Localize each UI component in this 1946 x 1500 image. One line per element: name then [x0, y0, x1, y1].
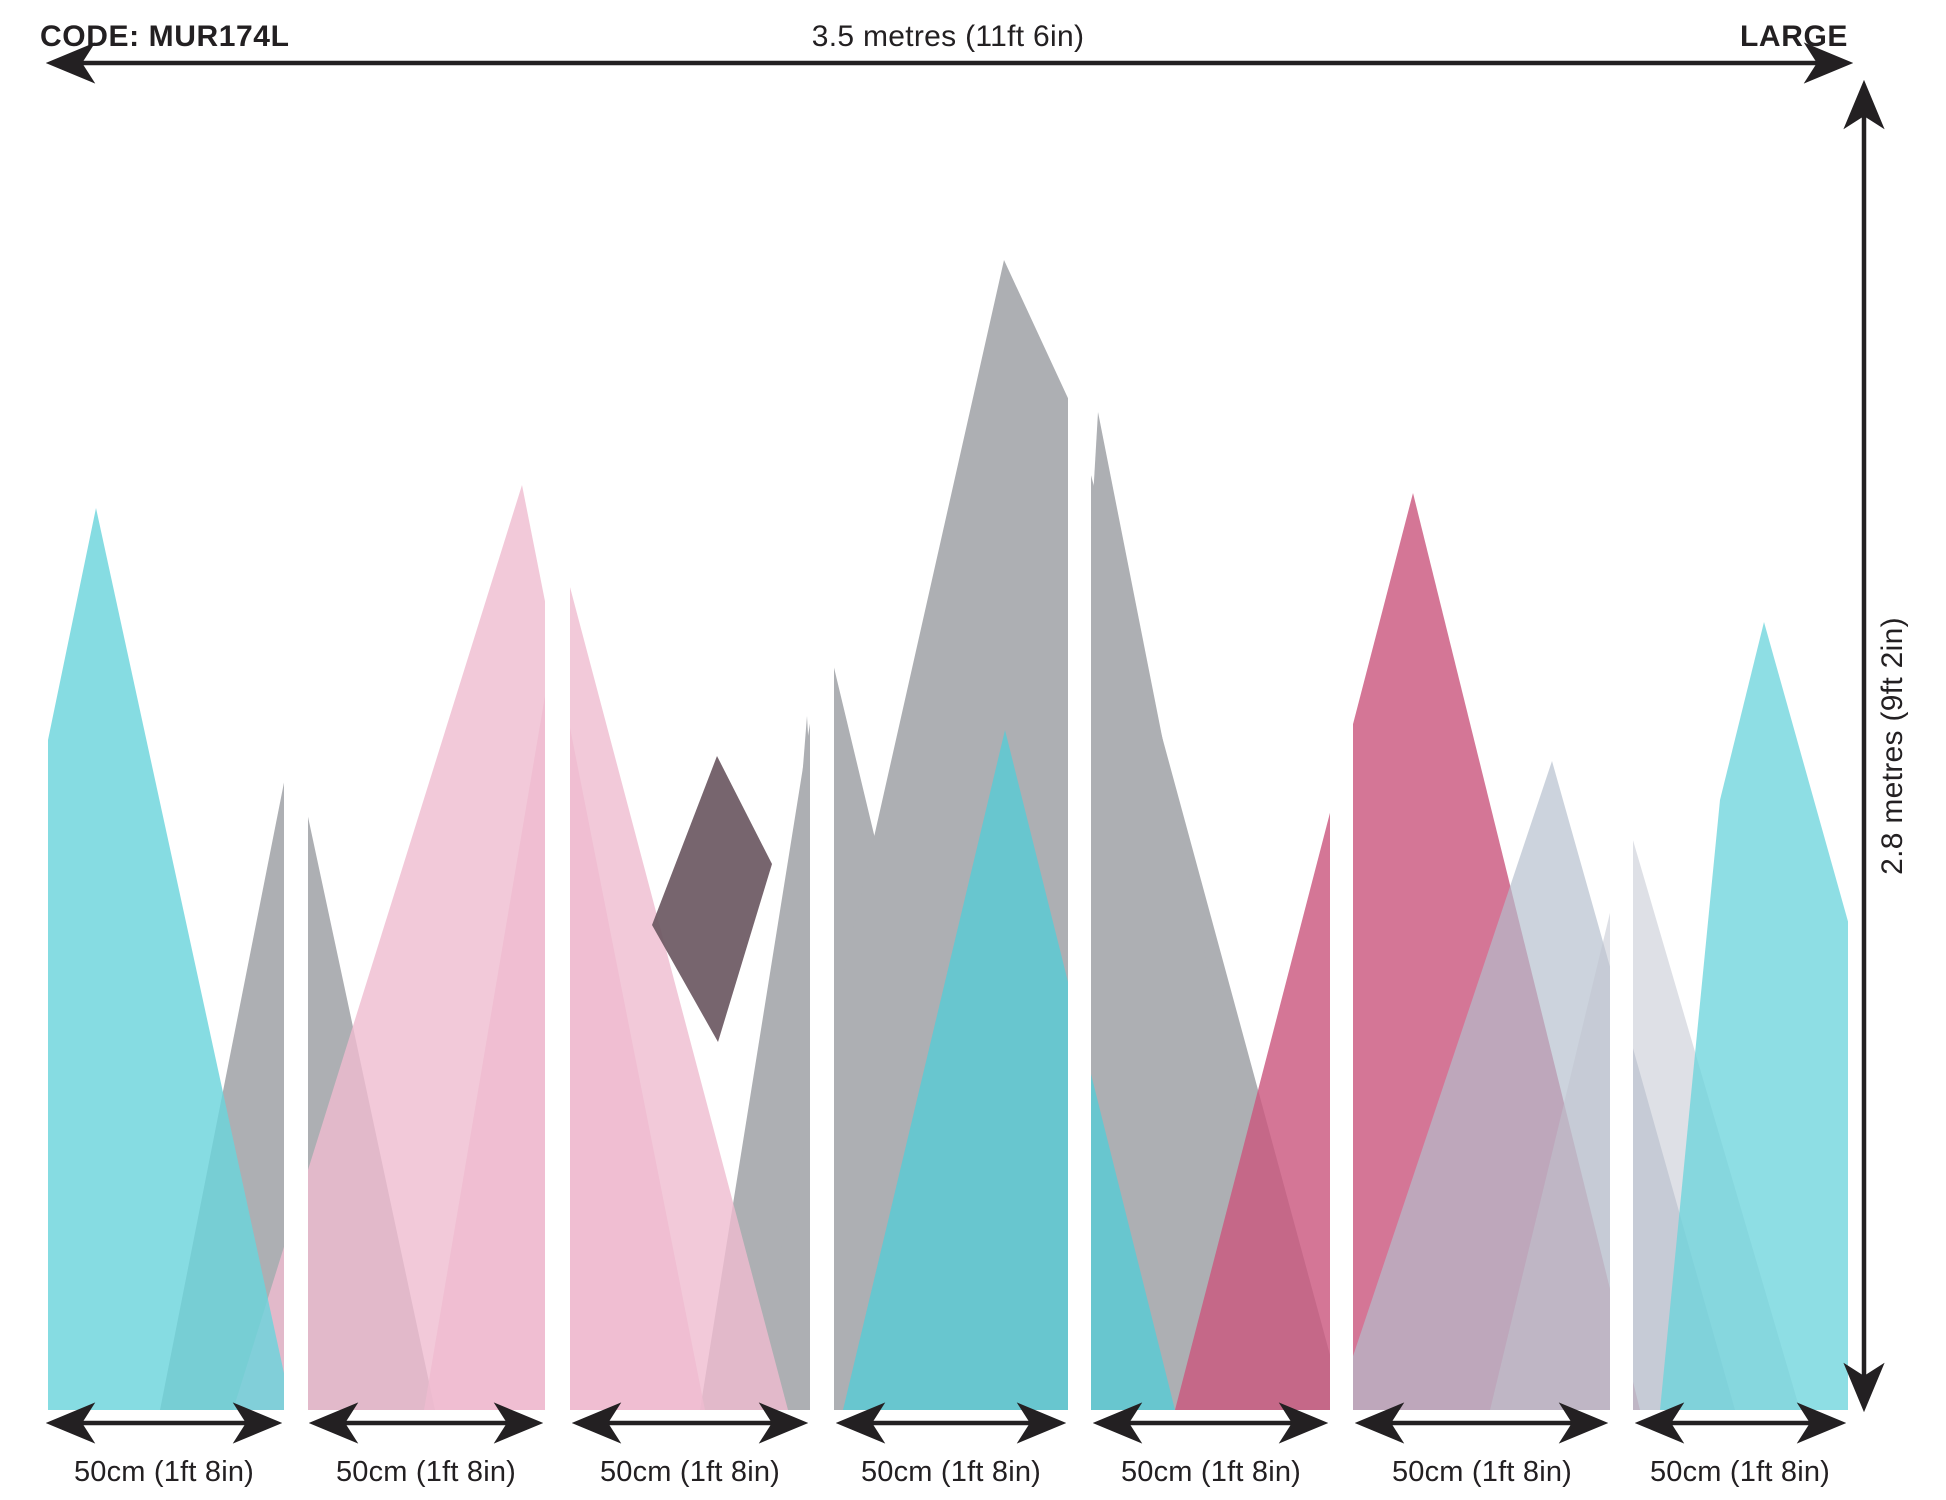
height-dimension-label: 2.8 metres (9ft 2in) — [1876, 617, 1909, 875]
panel-gap — [810, 0, 834, 1411]
panel-label-7: 50cm (1ft 8in) — [1650, 1456, 1830, 1488]
panel-gaps — [284, 0, 1633, 1411]
panel-label-5: 50cm (1ft 8in) — [1121, 1456, 1301, 1488]
panel-gap — [284, 0, 308, 1411]
mountain-pink-short — [424, 572, 788, 1410]
panel-gap — [545, 0, 570, 1411]
panel-label-3: 50cm (1ft 8in) — [600, 1456, 780, 1488]
mountain-teal-center — [843, 730, 1175, 1410]
product-code-label: CODE: MUR174L — [40, 20, 290, 53]
mountain-cyan-left — [0, 508, 292, 1410]
size-tag-label: LARGE — [1740, 20, 1848, 53]
panel-label-6: 50cm (1ft 8in) — [1392, 1456, 1572, 1488]
panel-gap — [1610, 0, 1633, 1411]
mountain-dark-plum — [652, 756, 772, 1042]
panel-label-2: 50cm (1ft 8in) — [336, 1456, 516, 1488]
width-dimension-label: 3.5 metres (11ft 6in) — [812, 20, 1085, 53]
pink-mountains — [233, 485, 788, 1410]
panel-label-1: 50cm (1ft 8in) — [74, 1456, 254, 1488]
panel-gap — [1068, 0, 1091, 1411]
panel-label-4: 50cm (1ft 8in) — [861, 1456, 1041, 1488]
panel-gap — [1330, 0, 1353, 1411]
panel-width-labels: 50cm (1ft 8in) 50cm (1ft 8in) 50cm (1ft … — [74, 1456, 1830, 1488]
